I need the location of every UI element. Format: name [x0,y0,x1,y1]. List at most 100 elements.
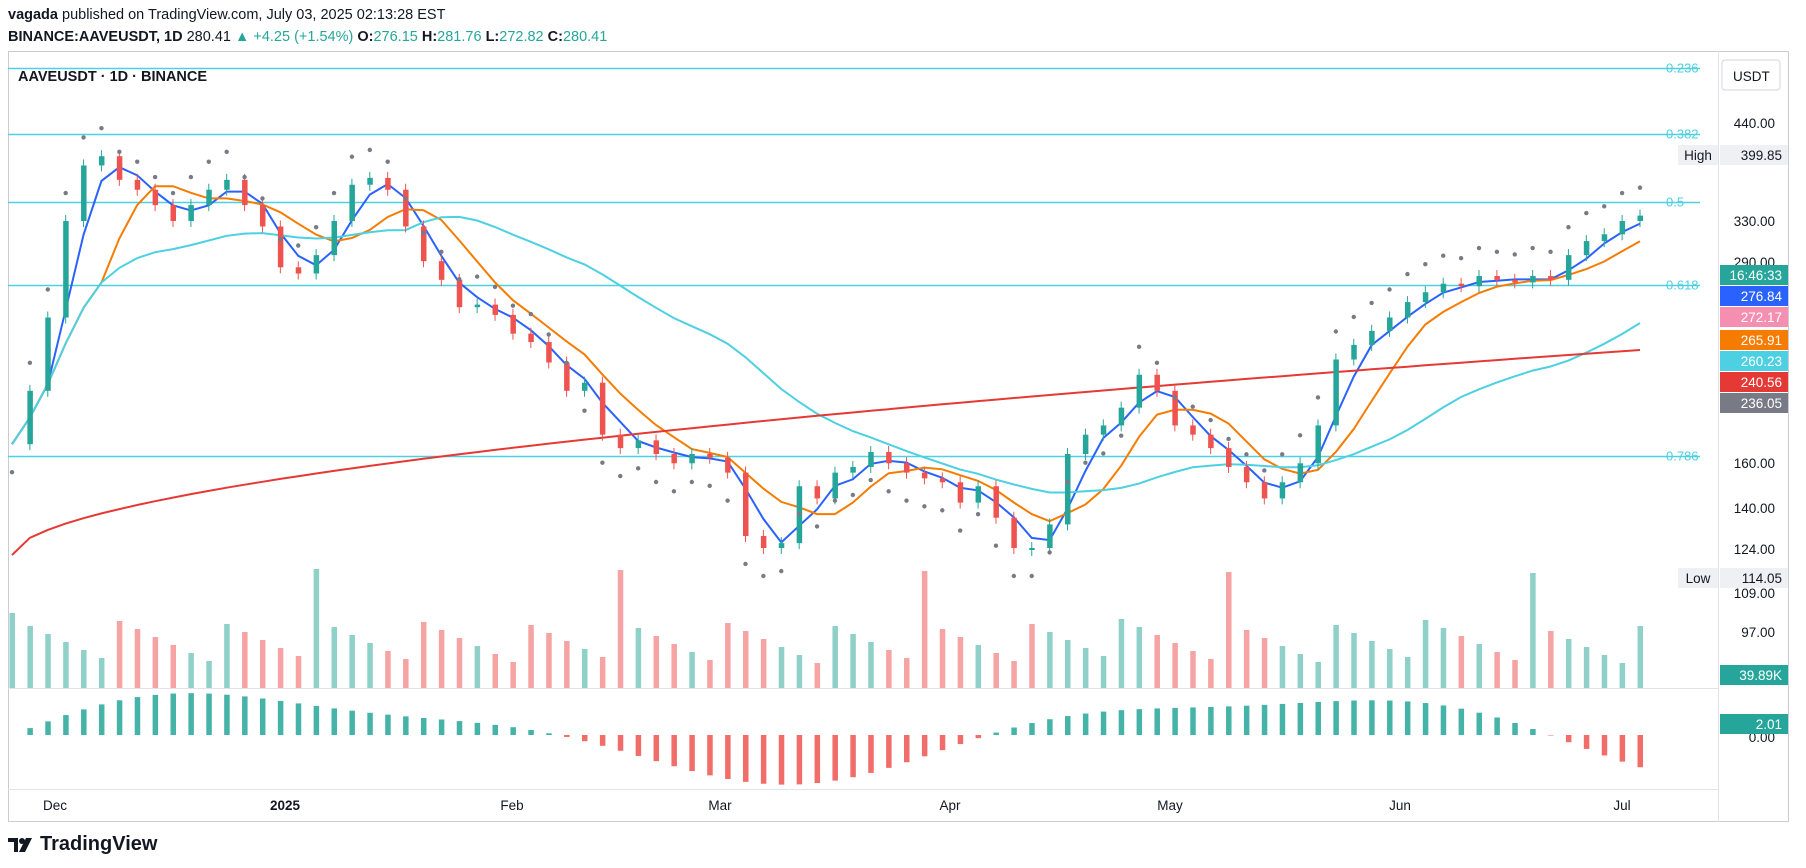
oscillator-bar [403,716,409,735]
psar-dot [170,190,176,196]
psar-dot [1262,468,1267,473]
psar-dot [528,311,534,317]
volume-bar [546,633,552,688]
author-name[interactable]: vagada [8,7,58,23]
candle-body [1583,241,1590,256]
oscillator-bar [1261,704,1268,735]
oscillator-bar [742,735,749,782]
volume-bar [152,637,159,688]
close-value: 280.41 [562,29,608,45]
oscillator-bar [295,703,302,735]
psar-dot [421,230,426,236]
volume-bar [349,635,355,688]
volume-bar [1601,655,1608,688]
volume-bar [725,623,731,688]
volume-bar [1583,647,1590,688]
oscillator-bar [1011,727,1017,735]
candle-body [617,434,624,449]
oscillator-bar [510,727,516,735]
candle-body [367,177,373,185]
volume-bar [564,641,570,688]
candle-body [1476,276,1482,287]
psar-dot [940,508,945,513]
candle-body [313,255,320,274]
psar-dot [63,190,68,196]
psar-dot [99,125,104,131]
candle-body [170,205,177,222]
oscillator-bar [1029,723,1035,735]
ma-slow-line [11,215,1641,494]
volume-bar [1297,654,1304,688]
price-badge [1720,286,1788,306]
volume-bar [617,570,624,688]
volume-bar [957,637,964,688]
volume-bar [224,624,230,688]
ma-fast-line [11,166,1641,544]
candle-body [1315,425,1321,464]
candle-body [725,457,731,473]
candle-body [1208,434,1214,449]
open-value: 276.15 [373,29,418,45]
candle-body [1154,374,1160,391]
candle-body [1619,221,1626,235]
oscillator-bar [152,694,159,735]
psar-dot [1029,573,1034,579]
volume-bar [492,654,499,688]
volume-bar [528,625,534,688]
psar-dot [957,528,963,533]
price-tick: 140.00 [1734,501,1775,516]
psar-dot [761,573,766,579]
oscillator-bar [1190,707,1196,735]
candle-body [1333,359,1339,426]
psar-dot [1065,479,1070,485]
oscillator-bar [689,735,695,772]
psar-dot [1226,436,1231,442]
psar-dot [313,224,319,230]
currency-box[interactable] [1721,59,1781,91]
psar-dot [278,237,283,242]
volume-bar [367,643,373,688]
extreme-value: 399.85 [1741,148,1782,163]
ma-medium-line [11,185,1641,523]
volume-bar [1333,625,1339,688]
oscillator-bar [45,721,51,735]
price-change: ▲ +4.25 (+1.54%) [234,29,354,45]
oscillator-bar [1369,700,1375,735]
candle-body [1404,302,1411,318]
psar-dot [1172,395,1178,400]
volume-bar [1387,649,1393,688]
psar-dot [1602,204,1607,209]
oscillator-bar [1565,735,1572,743]
symbol-label[interactable]: BINANCE:AAVEUSDT, 1D [8,29,183,45]
candle-body [295,267,302,274]
psar-dot [27,360,33,366]
psar-dot [600,460,605,465]
oscillator-bar [1297,702,1304,735]
volume-bar [1369,641,1375,688]
candle-body [1243,466,1250,483]
candles [27,150,1643,556]
oscillator-bar [635,735,642,756]
price-axis: 440.00330.00290.00160.00140.00124.00109.… [1734,116,1775,745]
psar-dot [1405,271,1410,277]
fib-label: 0.382 [1666,127,1699,142]
time-label: Feb [500,798,523,813]
candle-body [546,342,552,363]
volume-bar [1243,630,1250,688]
candle-body [98,156,105,166]
time-label: Jul [1613,798,1630,813]
oscillator-bar [832,735,838,781]
volume-bar [1136,627,1143,688]
candle-body [850,466,856,473]
volume-bar [707,660,713,688]
candle-body [1565,255,1572,280]
footer-brand[interactable]: TradingView [8,833,157,856]
high-label: H: [421,29,438,45]
psar-dot [1351,314,1356,320]
oscillator-bar [116,700,123,735]
candle-body [564,362,570,391]
oscillator-bar [63,715,69,735]
candle-body [528,333,534,343]
volume-bar [45,634,51,688]
